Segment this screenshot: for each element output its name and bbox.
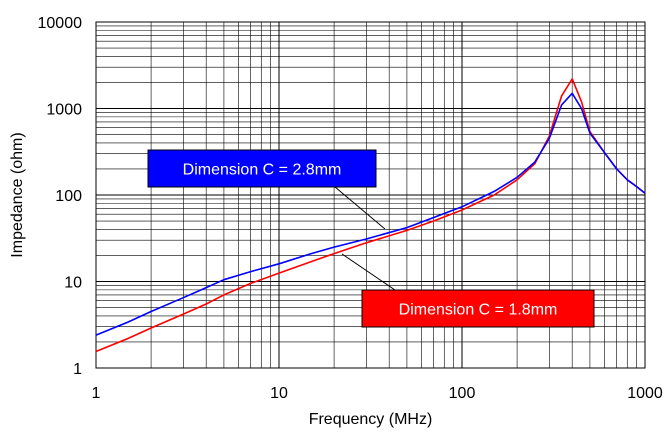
series-layer [95,78,646,353]
y-tick-labels: 1 10 100 1000 10000 [38,15,83,378]
y-tick-label: 10 [64,275,82,292]
y-tick-label: 1 [73,361,82,378]
annotation-label: Dimension C = 1.8mm [399,302,558,319]
x-tick-label: 1 [92,385,101,402]
annotation-box [361,289,595,328]
y-tick-label: 100 [55,188,82,205]
y-tick-label: 1000 [46,102,82,119]
annotation-leader-line [341,253,396,291]
y-tick-label: 10000 [38,15,83,32]
x-tick-label: 10 [270,385,288,402]
y-axis-title: Impedance (ohm) [9,132,26,257]
annotation-leader-line [334,186,386,230]
plot-frame [95,21,646,369]
annotation-layer: Dimension C = 2.8mm Dimension C = 1.8mm [147,149,595,328]
x-tick-label: 100 [449,385,476,402]
series-line-dimension-2-8mm [95,92,646,336]
x-axis-title: Frequency (MHz) [309,411,433,428]
annotation-label: Dimension C = 2.8mm [183,162,342,179]
annotation-box [147,149,377,188]
x-tick-label: 1000 [627,385,663,402]
x-tick-labels: 1 10 100 1000 [92,385,663,402]
